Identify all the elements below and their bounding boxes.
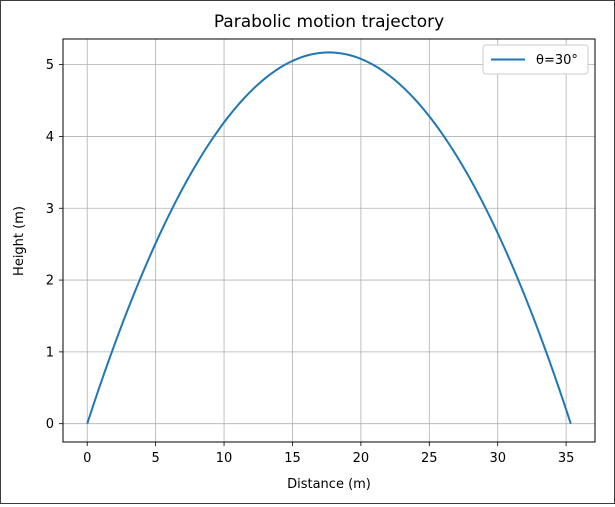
x-tick-label: 35 (558, 451, 575, 466)
x-tick-label: 25 (421, 451, 438, 466)
y-tick-label: 2 (46, 274, 54, 289)
x-tick-label: 20 (353, 451, 370, 466)
data-point (86, 423, 88, 425)
data-point (463, 174, 465, 176)
legend: θ=30° (482, 44, 589, 75)
data-point (531, 323, 533, 325)
grid (63, 39, 595, 442)
data-point (189, 174, 191, 176)
data-point (428, 121, 430, 123)
data-point (155, 244, 157, 246)
data-point (257, 78, 259, 80)
y-tick-label: 0 (46, 417, 54, 432)
y-tick-label: 1 (46, 345, 54, 360)
data-point (328, 56, 330, 58)
x-tick-label: 15 (284, 451, 301, 466)
legend-label: θ=30° (536, 53, 578, 68)
legend-box (482, 44, 589, 75)
y-tick-label: 3 (46, 202, 54, 217)
chart-title: Parabolic motion trajectory (214, 12, 444, 32)
y-tick-label: 5 (46, 58, 54, 73)
data-point (120, 326, 122, 328)
x-axis-label: Distance (m) (287, 477, 371, 492)
data-point (223, 119, 225, 121)
data-point (394, 84, 396, 86)
data-point (360, 60, 362, 62)
plot-area (62, 38, 596, 443)
x-tick-label: 5 (151, 451, 159, 466)
trajectory-line (86, 51, 572, 425)
y-tick-label: 4 (46, 130, 54, 145)
data-point (291, 51, 293, 53)
x-tick-label: 10 (216, 451, 233, 466)
x-tick-label: 0 (83, 451, 91, 466)
y-axis-label: Height (m) (12, 206, 27, 276)
series-layer (86, 51, 572, 425)
data-point (570, 423, 572, 425)
ticks: 0 5 10 15 20 25 30 35 0 1 2 3 4 5 (46, 58, 575, 466)
data-point (497, 241, 499, 243)
x-tick-label: 30 (489, 451, 506, 466)
